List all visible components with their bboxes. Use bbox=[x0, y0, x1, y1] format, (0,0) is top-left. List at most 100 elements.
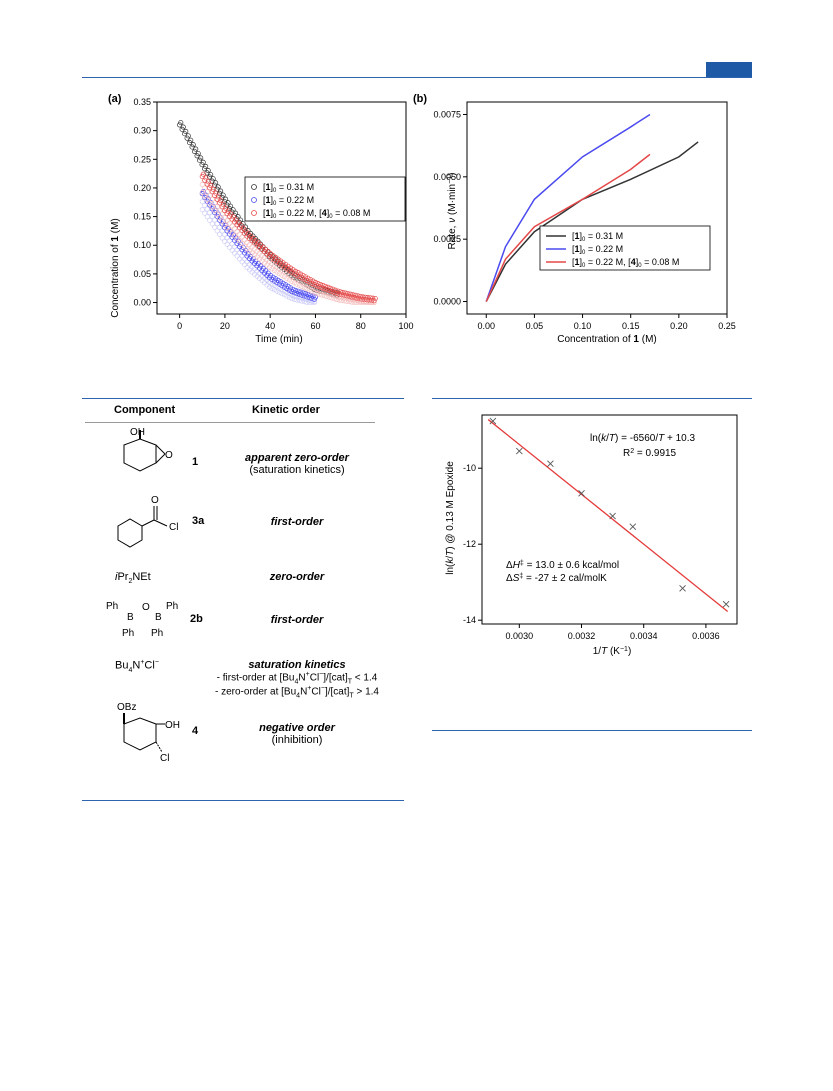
x-tick-label: 0.10 bbox=[574, 321, 592, 331]
data-point bbox=[233, 217, 239, 223]
data-point bbox=[239, 241, 245, 247]
data-point bbox=[237, 256, 243, 262]
data-point bbox=[722, 600, 730, 608]
legend-marker bbox=[251, 210, 257, 216]
data-point bbox=[202, 202, 208, 208]
y-tick-label: 0.35 bbox=[133, 97, 151, 107]
data-point bbox=[219, 228, 225, 234]
y-tick-label: 0.20 bbox=[133, 183, 151, 193]
data-point bbox=[317, 281, 323, 288]
y-tick-label: 0.30 bbox=[133, 126, 151, 136]
compound-label-3a: 3a bbox=[192, 515, 205, 527]
data-point bbox=[309, 288, 315, 294]
y-axis-label-c: ln(k/T) @ 0.13 M Epoxide bbox=[445, 461, 456, 575]
data-point bbox=[204, 197, 210, 203]
data-point bbox=[578, 489, 585, 497]
data-point bbox=[232, 210, 239, 216]
data-point bbox=[199, 182, 205, 188]
data-point bbox=[232, 250, 238, 256]
svg-text:O: O bbox=[151, 495, 159, 506]
data-point bbox=[207, 210, 213, 216]
data-point bbox=[284, 270, 290, 276]
section-rule-1 bbox=[82, 398, 404, 399]
y-tick-label: 0.0075 bbox=[433, 109, 461, 119]
data-point bbox=[347, 291, 353, 297]
svg-text:Ph: Ph bbox=[106, 601, 118, 612]
data-point bbox=[227, 220, 233, 226]
data-point bbox=[312, 279, 319, 285]
data-point bbox=[306, 300, 312, 306]
data-point bbox=[240, 225, 246, 231]
data-point bbox=[300, 290, 306, 296]
data-point bbox=[337, 289, 343, 295]
y-axis-label-b: Rate, ν (M·min−1) bbox=[447, 173, 459, 250]
chart-b: (b) 0.00 0.05 0.10 0.15 0.20 0.25 0.0000 0.0025… bbox=[413, 93, 736, 345]
svg-text:Ph: Ph bbox=[166, 601, 178, 612]
legend-marker bbox=[251, 197, 257, 203]
data-point bbox=[271, 267, 277, 273]
entropy: ΔS‡ = -27 ± 2 cal/molK bbox=[506, 573, 607, 585]
data-point bbox=[335, 288, 341, 294]
data-point bbox=[271, 262, 277, 268]
x-tick-label: 0.0032 bbox=[568, 631, 596, 641]
data-point bbox=[296, 282, 302, 288]
data-point bbox=[193, 146, 199, 152]
data-point bbox=[276, 271, 282, 277]
row-3a-order: first-order bbox=[270, 516, 324, 528]
data-point bbox=[350, 292, 356, 298]
data-point bbox=[267, 259, 273, 265]
data-point bbox=[218, 198, 224, 204]
legend-entry: [1]0 = 0.22 M, [4]0 = 0.08 M bbox=[263, 208, 370, 220]
data-point bbox=[200, 159, 206, 165]
data-point bbox=[279, 267, 285, 273]
data-point bbox=[237, 250, 243, 256]
data-point bbox=[679, 584, 686, 592]
legend-entry: [1]0 = 0.22 M, [4]0 = 0.08 M bbox=[572, 257, 679, 269]
data-point bbox=[321, 293, 327, 299]
series-line bbox=[485, 141, 699, 302]
x-tick-label: 20 bbox=[220, 321, 230, 331]
row-base-order: zero-order bbox=[269, 571, 325, 583]
data-point bbox=[228, 229, 234, 235]
data-point bbox=[225, 200, 231, 206]
x-tick-label: 0.25 bbox=[718, 321, 736, 331]
ammonium-salt-label: Bu4N+Cl− bbox=[115, 659, 159, 674]
data-point bbox=[224, 235, 230, 241]
data-point bbox=[365, 295, 371, 301]
data-point bbox=[360, 294, 366, 300]
data-point bbox=[305, 292, 311, 298]
svg-text:Ph: Ph bbox=[151, 628, 163, 639]
data-point bbox=[200, 188, 206, 194]
data-point bbox=[204, 214, 210, 220]
data-point bbox=[202, 185, 208, 191]
data-point bbox=[279, 272, 285, 278]
data-point bbox=[290, 286, 296, 292]
data-point bbox=[204, 206, 210, 212]
x-axis-label-c: 1/T (K−1) bbox=[593, 646, 632, 658]
data-point bbox=[224, 225, 230, 231]
plot-frame bbox=[156, 101, 407, 315]
data-point bbox=[311, 289, 317, 295]
data-point bbox=[234, 253, 240, 259]
epoxy-alcohol-structure: OH O bbox=[123, 427, 173, 472]
x-tick-label: 100 bbox=[398, 321, 413, 331]
data-point bbox=[212, 208, 218, 214]
legend-box bbox=[244, 176, 406, 222]
data-point bbox=[367, 295, 373, 301]
data-point bbox=[224, 218, 230, 224]
svg-text:OH: OH bbox=[165, 720, 180, 731]
series-line bbox=[485, 153, 651, 302]
chlorohydrin-benzoate-structure: OBz OH Cl bbox=[117, 702, 180, 764]
data-point bbox=[242, 237, 248, 243]
data-point bbox=[228, 203, 234, 209]
data-point bbox=[212, 217, 218, 223]
legend-entry: [1]0 = 0.31 M bbox=[263, 182, 314, 194]
svg-text:OH: OH bbox=[130, 427, 145, 438]
data-point bbox=[291, 296, 297, 302]
data-point bbox=[232, 233, 238, 239]
data-point bbox=[345, 291, 351, 297]
data-point bbox=[315, 281, 321, 287]
plot-frame bbox=[466, 101, 728, 315]
col-header-order: Kinetic order bbox=[252, 404, 320, 416]
data-point bbox=[242, 262, 248, 268]
